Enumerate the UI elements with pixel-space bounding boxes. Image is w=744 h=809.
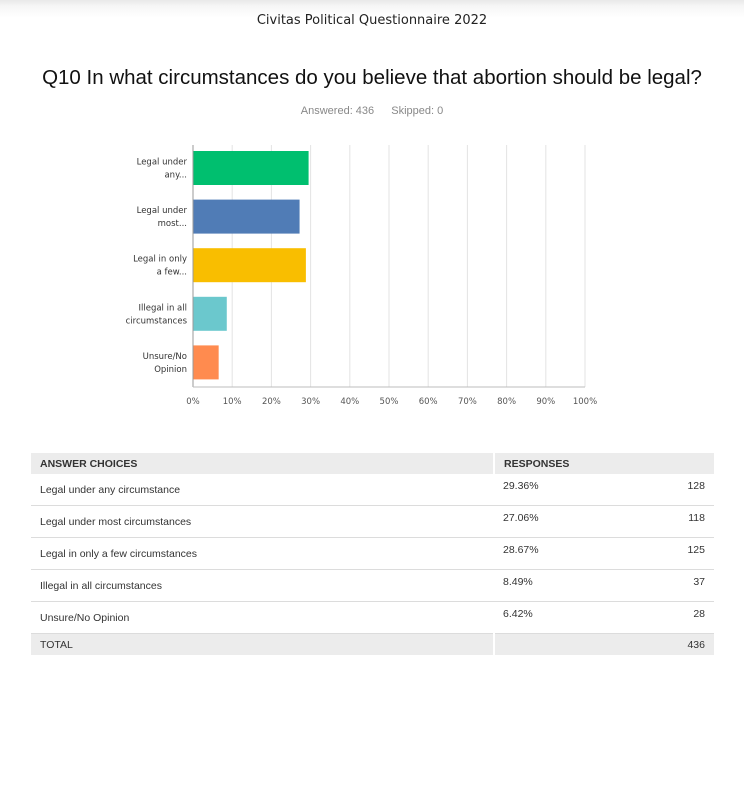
x-tick-label: 40% — [340, 397, 359, 407]
x-tick-label: 80% — [497, 397, 516, 407]
answer-choices-header: ANSWER CHOICES — [31, 453, 494, 474]
category-label: Legal under — [137, 206, 188, 216]
choice-cell: Legal under any circumstance — [31, 474, 494, 506]
category-label: Legal under — [137, 158, 188, 168]
category-label: circumstances — [126, 316, 188, 326]
table-header-row: ANSWER CHOICES RESPONSES — [31, 453, 714, 474]
table-row: Unsure/No Opinion 6.42% 28 — [31, 601, 714, 634]
chart-x-ticks: 0% 10% 20% 30% 40% 50% 60% 70% 80% 90% 100% — [186, 397, 597, 407]
category-label: a few... — [157, 268, 187, 278]
table-row: Illegal in all circumstances 8.49% 37 — [31, 569, 714, 602]
total-label: TOTAL — [31, 633, 494, 655]
x-tick-label: 70% — [458, 397, 477, 407]
category-label: Opinion — [154, 365, 187, 375]
count-cell: 37 — [626, 569, 714, 602]
top-bar — [0, 0, 744, 44]
x-tick-label: 20% — [262, 397, 281, 407]
bar — [193, 296, 227, 331]
x-tick-label: 50% — [380, 397, 399, 407]
count-cell: 128 — [626, 474, 714, 506]
response-stats: Answered: 436 Skipped: 0 — [0, 105, 744, 117]
chart-bars — [193, 151, 309, 380]
bar-chart: Legal under any... Legal under most... Legal… — [126, 145, 597, 407]
x-tick-label: 30% — [301, 397, 320, 407]
chart-category-labels: Legal under any... Legal under most... Legal… — [126, 158, 188, 375]
responses-table: ANSWER CHOICES RESPONSES Legal under any… — [31, 453, 714, 655]
percent-cell: 28.67% — [494, 537, 627, 570]
table-row: Legal in only a few circumstances 28.67%… — [31, 537, 714, 570]
category-label: most... — [158, 219, 187, 229]
total-row: TOTAL 436 — [31, 633, 714, 655]
percent-cell: 29.36% — [494, 474, 627, 506]
percent-cell: 8.49% — [494, 569, 627, 602]
skipped-count: Skipped: 0 — [391, 105, 444, 117]
x-tick-label: 0% — [186, 397, 200, 407]
category-label: Illegal in all — [138, 303, 187, 313]
total-spacer — [492, 633, 627, 655]
bar — [193, 248, 306, 283]
bar — [193, 151, 309, 185]
choice-cell: Legal under most circumstances — [31, 505, 494, 538]
table-row: Legal under any circumstance 29.36% 128 — [31, 474, 714, 506]
choice-cell: Illegal in all circumstances — [31, 569, 494, 602]
total-count: 436 — [626, 633, 714, 655]
category-label: Legal in only — [133, 255, 187, 265]
table-row: Legal under most circumstances 27.06% 11… — [31, 505, 714, 538]
x-tick-label: 90% — [536, 397, 555, 407]
percent-cell: 6.42% — [494, 601, 627, 634]
survey-title: Civitas Political Questionnaire 2022 — [256, 13, 488, 28]
count-cell: 125 — [626, 537, 714, 570]
question-title: Q10 In what circumstances do you believe… — [42, 66, 702, 89]
answered-count: Answered: 436 — [300, 105, 375, 117]
responses-header: RESPONSES — [493, 453, 714, 474]
category-label: any... — [164, 171, 187, 181]
x-tick-label: 100% — [573, 397, 597, 407]
count-cell: 118 — [626, 505, 714, 538]
bar — [193, 345, 219, 380]
choice-cell: Legal in only a few circumstances — [31, 537, 494, 570]
choice-cell: Unsure/No Opinion — [31, 601, 494, 634]
bar — [193, 199, 300, 234]
category-label: Unsure/No — [143, 352, 187, 362]
percent-cell: 27.06% — [494, 505, 627, 538]
x-tick-label: 60% — [419, 397, 438, 407]
count-cell: 28 — [626, 601, 714, 634]
x-tick-label: 10% — [223, 397, 242, 407]
